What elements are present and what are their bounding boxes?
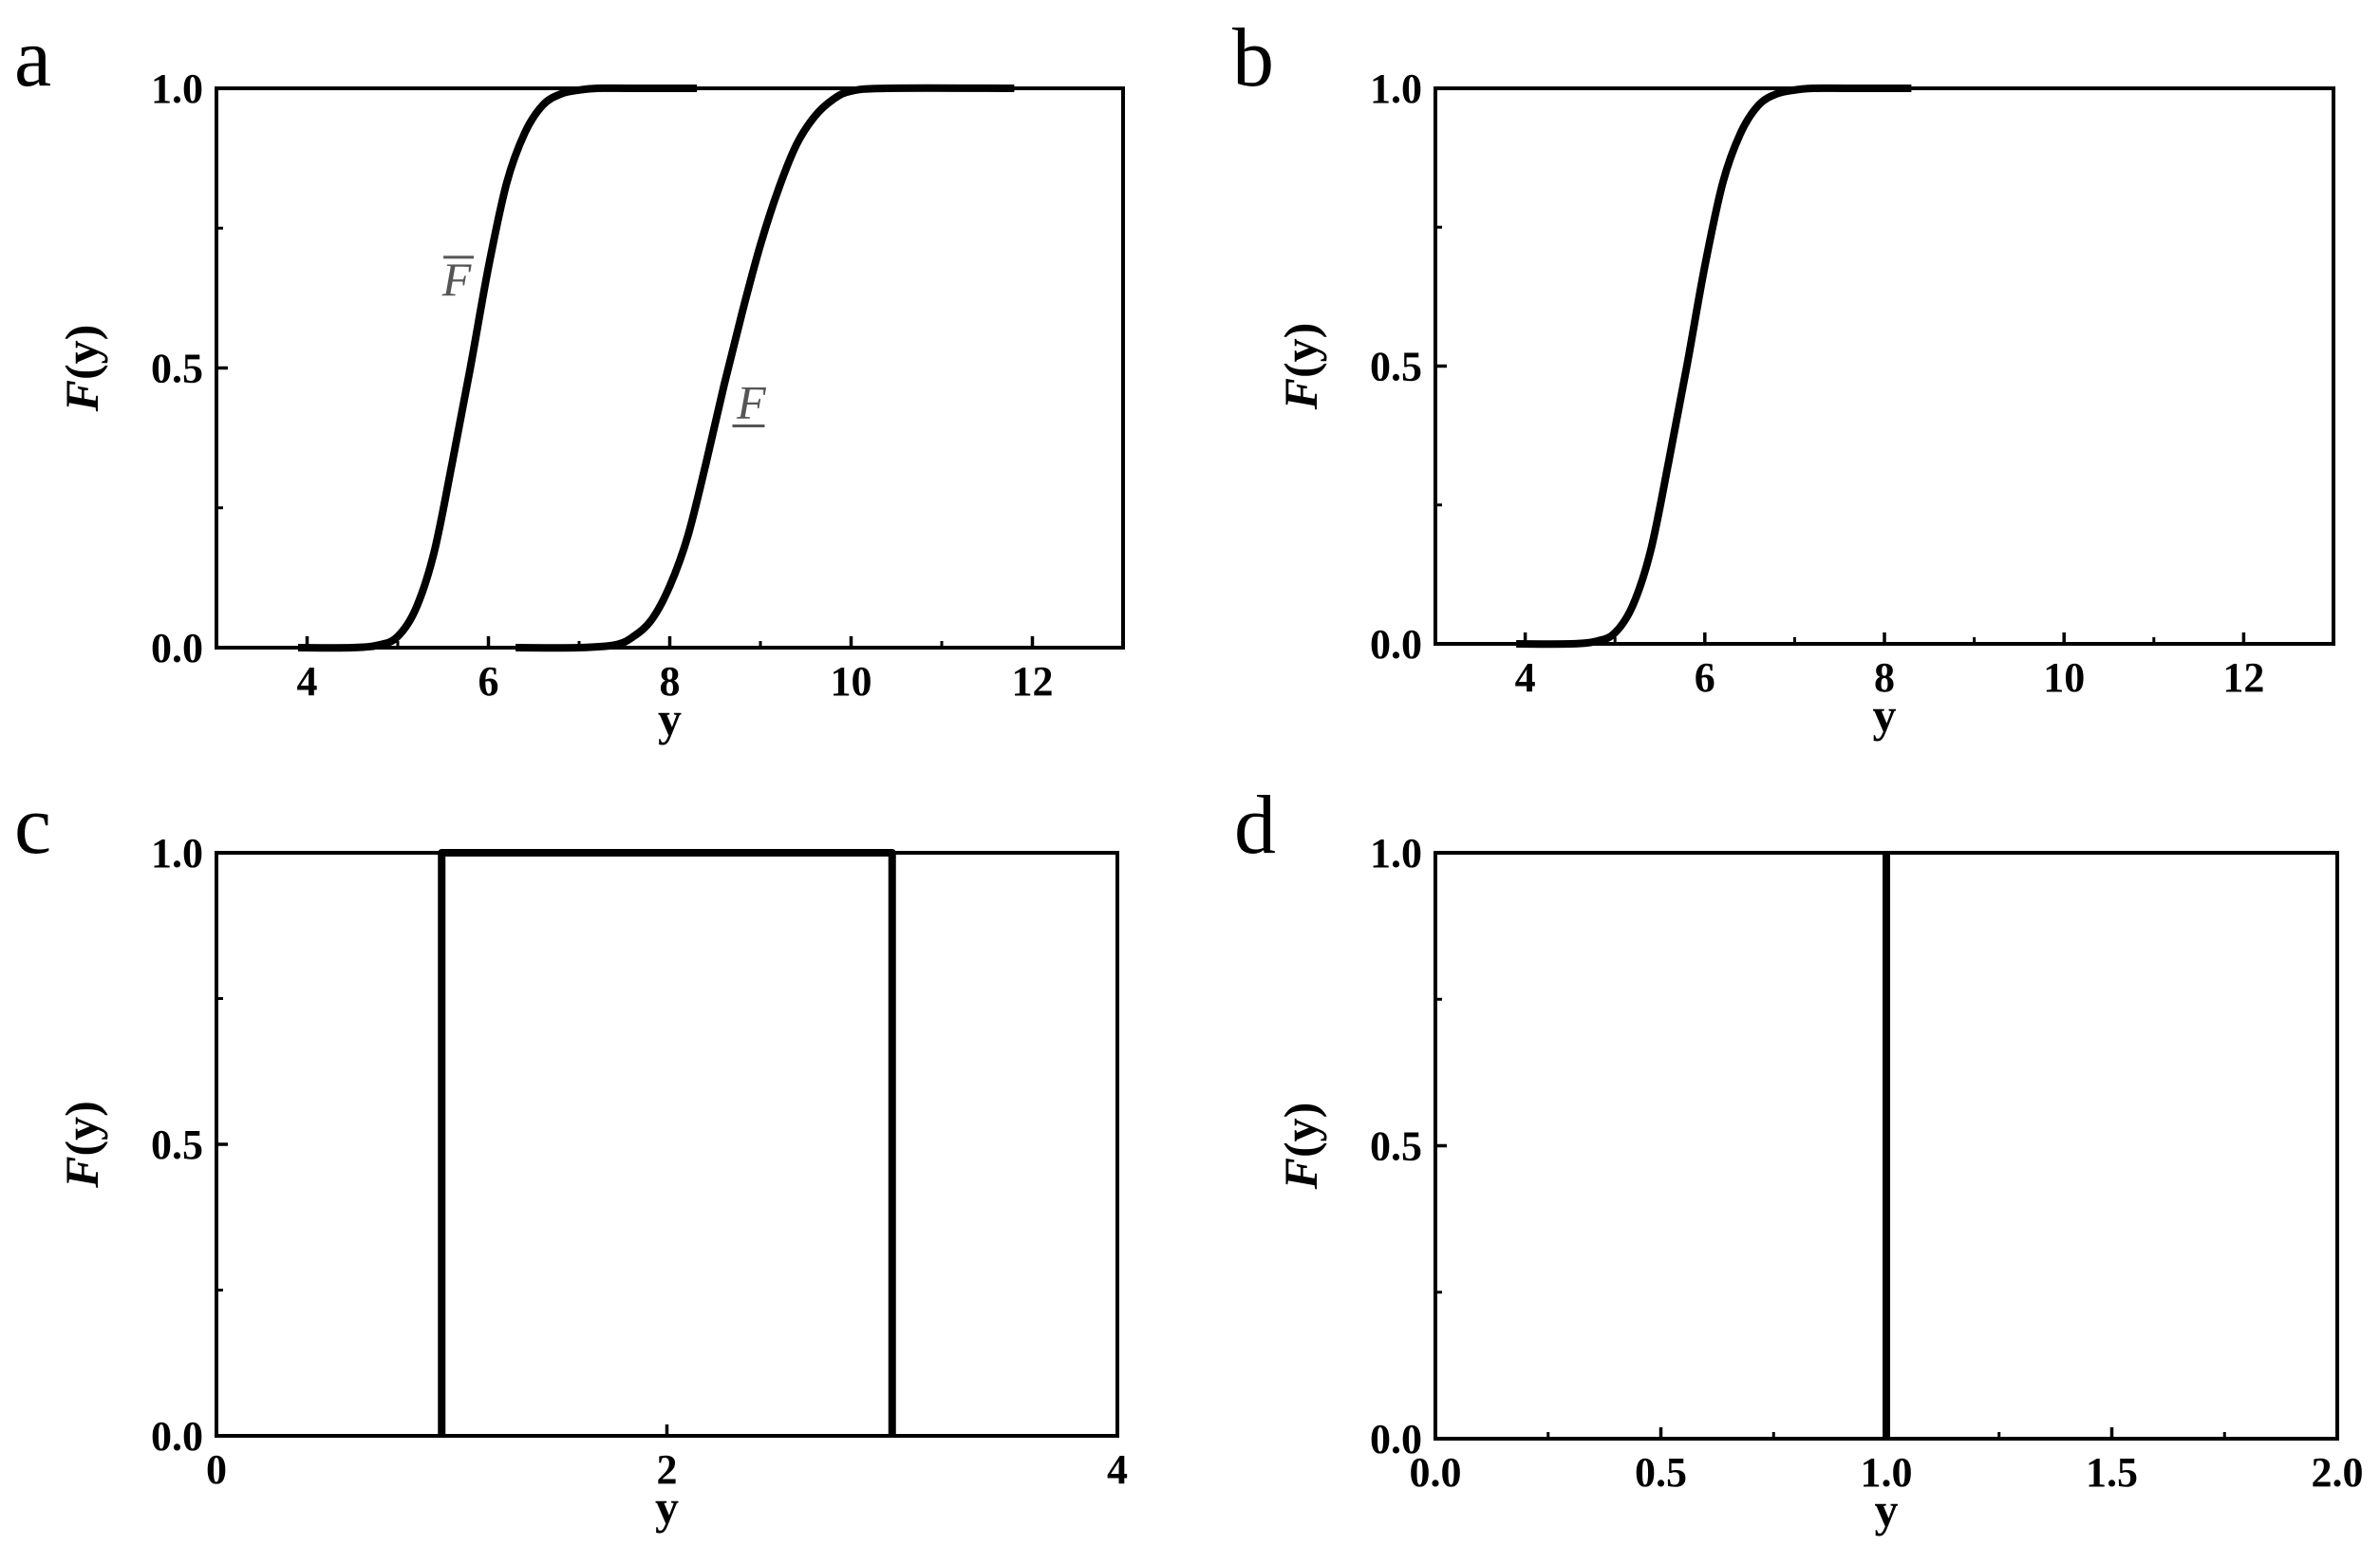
y-tick-label: 1.0: [1370, 830, 1422, 877]
panel-b: b 4 6 8 10 12 0.0 0.5 1.0 y F(y): [1232, 12, 2335, 742]
y-tick-label: 0.5: [151, 346, 203, 392]
x-tick-label: 8: [660, 658, 681, 705]
x-tick-label: 2: [657, 1446, 678, 1493]
x-axis-label: y: [658, 692, 682, 745]
y-tick-label: 0.5: [151, 1122, 203, 1168]
x-tick-label: 4: [1107, 1446, 1128, 1493]
series-line-1: [1516, 84, 1912, 649]
x-tick-label: 0.5: [1635, 1449, 1687, 1496]
plot-frame: [1434, 86, 2335, 646]
y-tick-label: 0.0: [151, 1413, 203, 1460]
plot-frame: [215, 86, 1125, 650]
x-tick-label: 0.0: [1410, 1449, 1462, 1496]
y-axis-label: F(y): [55, 325, 108, 413]
x-tick-label: 1.5: [2086, 1449, 2138, 1496]
y-tick-label: 0.5: [1370, 1123, 1422, 1170]
x-tick-label: 10: [831, 658, 872, 705]
y-tick-label: 1.0: [151, 66, 203, 112]
x-tick-label: 0: [206, 1446, 227, 1493]
y-axis-label: F(y): [1274, 1103, 1327, 1191]
x-tick-label: 1.0: [1861, 1449, 1913, 1496]
y-axis-label: F(y): [55, 1101, 108, 1189]
x-tick-label: 2.0: [2312, 1449, 2364, 1496]
x-tick-label: 6: [478, 658, 499, 705]
panel-letter: b: [1232, 12, 1274, 104]
x-tick-label: 10: [2043, 654, 2085, 701]
y-tick-label: 1.0: [1370, 66, 1422, 112]
y-tick-label: 0.0: [1370, 621, 1422, 668]
x-tick-label: 4: [297, 658, 318, 705]
x-axis-label: y: [1873, 688, 1897, 742]
plot-frame: [215, 851, 1119, 1438]
x-tick-label: 12: [2222, 654, 2264, 701]
curve-label-underline: F: [736, 376, 766, 429]
x-tick-label: 6: [1695, 654, 1715, 701]
x-tick-label: 12: [1012, 658, 1054, 705]
panel-letter: c: [14, 780, 51, 872]
series-line-1: [438, 849, 896, 1436]
curve-label-overline: F: [441, 253, 472, 306]
y-tick-label: 0.0: [1370, 1416, 1422, 1462]
panel-letter: d: [1234, 780, 1276, 872]
y-axis-label: F(y): [1274, 323, 1327, 411]
panel-a: a 4 6 8 10 12 0.0 0.5 1.0 y F(y) F F: [14, 12, 1125, 745]
x-axis-label: y: [1875, 1483, 1899, 1537]
series-line-1: [297, 84, 698, 652]
x-axis-label: y: [655, 1480, 679, 1534]
x-tick-label: 8: [1874, 654, 1895, 701]
panel-d: d0.0 0.5 1.0 1.5 2.00.00.51.0yF(y): [1234, 780, 2364, 1537]
y-tick-label: 0.0: [151, 625, 203, 671]
x-tick-label: 4: [1515, 654, 1536, 701]
y-tick-label: 0.5: [1370, 344, 1422, 390]
panel-letter: a: [14, 12, 51, 104]
panel-c: c 0 2 4 0.0 0.5 1.0 y F(y): [14, 780, 1128, 1534]
y-tick-label: 1.0: [151, 830, 203, 877]
series-line-2: [515, 84, 1015, 652]
